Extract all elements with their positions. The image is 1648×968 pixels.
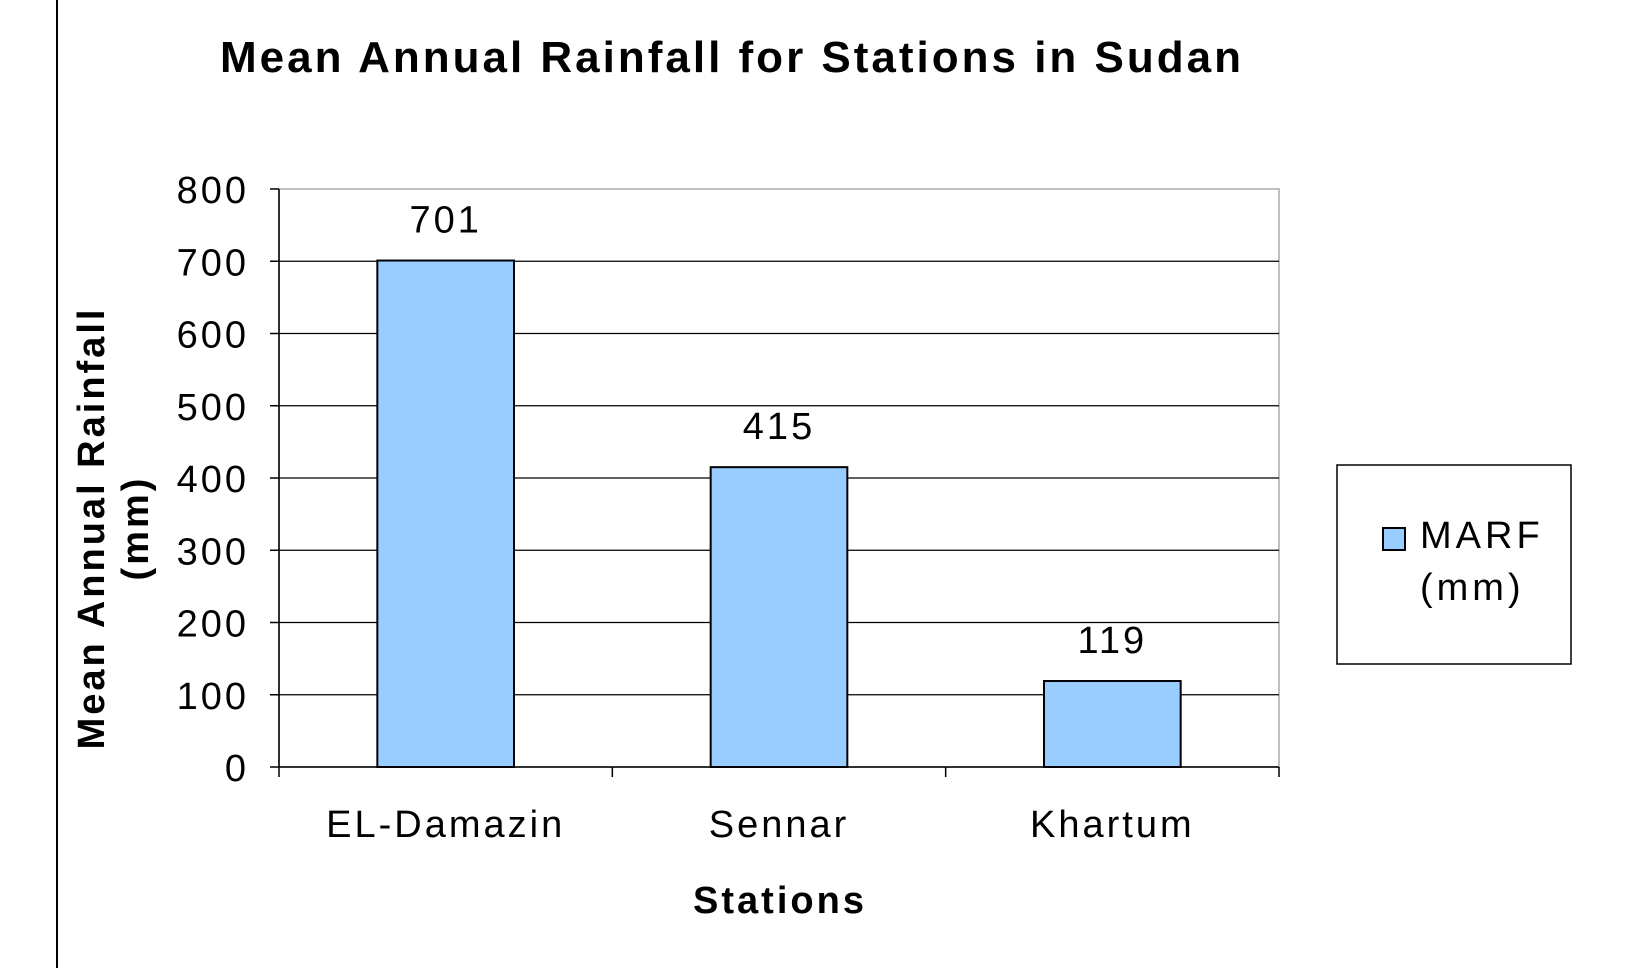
x-category-label: Khartum bbox=[1030, 804, 1195, 846]
bars bbox=[376, 259, 1182, 769]
data-label: 119 bbox=[1078, 620, 1148, 662]
y-tick-label: 800 bbox=[177, 170, 249, 212]
legend-box bbox=[1336, 464, 1572, 665]
y-tick-label: 300 bbox=[177, 531, 249, 573]
x-category-label: EL-Damazin bbox=[326, 804, 565, 846]
y-tick-label: 700 bbox=[177, 242, 249, 284]
y-axis: 0 100 200 300 400 500 600 700 800 bbox=[177, 170, 280, 790]
legend-label-line2: (mm) bbox=[1420, 567, 1525, 609]
x-category-label: Sennar bbox=[709, 804, 850, 846]
y-axis-title-line2: (mm) bbox=[115, 476, 157, 581]
x-axis: EL-Damazin Sennar Khartum bbox=[278, 766, 1280, 846]
y-tick-label: 500 bbox=[177, 387, 249, 429]
plot-area: 701 415 119 0 100 200 300 400 500 600 700 800 EL-D… bbox=[177, 170, 1280, 846]
y-tick-label: 0 bbox=[225, 748, 249, 790]
bar-khartum bbox=[1043, 680, 1182, 769]
legend-swatch bbox=[1382, 527, 1406, 551]
y-tick-label: 100 bbox=[177, 676, 249, 718]
y-tick-label: 400 bbox=[177, 459, 249, 501]
x-axis-title: Stations bbox=[693, 880, 867, 922]
y-axis-title-line1: Mean Annual Rainfall bbox=[71, 307, 113, 750]
data-label: 415 bbox=[743, 406, 815, 448]
chart-frame bbox=[56, 0, 1648, 968]
chart-title: Mean Annual Rainfall for Stations in Sud… bbox=[220, 33, 1244, 82]
y-tick-label: 600 bbox=[177, 315, 249, 357]
y-tick-label: 200 bbox=[177, 604, 249, 646]
bar-el-damazin bbox=[376, 259, 516, 768]
legend-label-line1: MARF bbox=[1420, 515, 1544, 557]
bar-sennar bbox=[709, 466, 849, 768]
legend: MARF (mm) bbox=[1336, 464, 1572, 665]
data-labels: 701 415 119 bbox=[409, 200, 1148, 662]
data-label: 701 bbox=[409, 200, 481, 242]
